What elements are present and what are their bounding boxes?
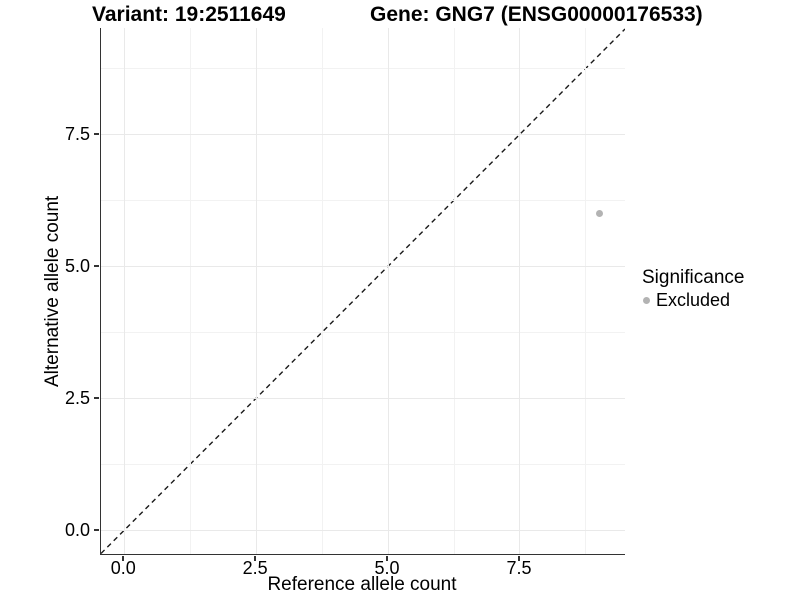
gridline-horizontal-minor bbox=[101, 199, 625, 201]
gridline-vertical-major bbox=[123, 28, 125, 554]
gridline-horizontal-minor bbox=[101, 331, 625, 333]
gridline-horizontal-major bbox=[101, 265, 625, 267]
gridline-vertical-minor bbox=[189, 28, 191, 554]
y-axis-tick bbox=[93, 133, 99, 135]
legend-entry-excluded: Excluded bbox=[640, 290, 744, 310]
y-axis-tick-label: 7.5 bbox=[64, 124, 90, 145]
plot-title-variant: Variant: 19:2511649 bbox=[92, 3, 286, 26]
identity-dashed-line bbox=[101, 28, 625, 554]
x-axis-tick-label: 2.5 bbox=[242, 558, 268, 578]
x-axis-tick-label: 7.5 bbox=[506, 558, 532, 578]
y-axis-tick bbox=[93, 529, 99, 531]
y-axis-tick-label: 2.5 bbox=[64, 388, 90, 409]
plot-title-gene: Gene: GNG7 (ENSG00000176533) bbox=[370, 3, 703, 26]
data-point bbox=[595, 209, 603, 217]
gridline-vertical-minor bbox=[453, 28, 455, 554]
x-axis-label: Reference allele count bbox=[267, 574, 457, 595]
gridline-vertical-major bbox=[519, 28, 521, 554]
x-axis-tick bbox=[122, 555, 124, 561]
y-axis-label: Alternative allele count bbox=[42, 195, 63, 387]
y-axis-tick-label: 5.0 bbox=[64, 256, 90, 277]
gridline-vertical-minor bbox=[321, 28, 323, 554]
x-axis-tick bbox=[518, 555, 520, 561]
x-axis-tick-label: 5.0 bbox=[374, 558, 400, 578]
gridline-vertical-major bbox=[387, 28, 389, 554]
legend-entry-label: Excluded bbox=[656, 290, 731, 310]
x-axis-tick bbox=[386, 555, 388, 561]
gridline-horizontal-major bbox=[101, 397, 625, 399]
plot-panel bbox=[100, 28, 625, 555]
gridline-vertical-minor bbox=[585, 28, 587, 554]
x-axis-tick-label: 0.0 bbox=[110, 558, 136, 578]
gridline-horizontal-major bbox=[101, 133, 625, 135]
gridline-horizontal-minor bbox=[101, 67, 625, 69]
legend-significance: Significance Excluded bbox=[640, 266, 744, 310]
gridline-vertical-major bbox=[255, 28, 257, 554]
y-axis-tick-label: 0.0 bbox=[64, 520, 90, 541]
y-axis-tick bbox=[93, 397, 99, 399]
gridline-horizontal-minor bbox=[101, 463, 625, 465]
x-axis-tick bbox=[254, 555, 256, 561]
gridline-horizontal-major bbox=[101, 529, 625, 531]
y-axis-tick bbox=[93, 265, 99, 267]
legend-title: Significance bbox=[642, 267, 745, 288]
legend-key-dot bbox=[643, 296, 650, 304]
